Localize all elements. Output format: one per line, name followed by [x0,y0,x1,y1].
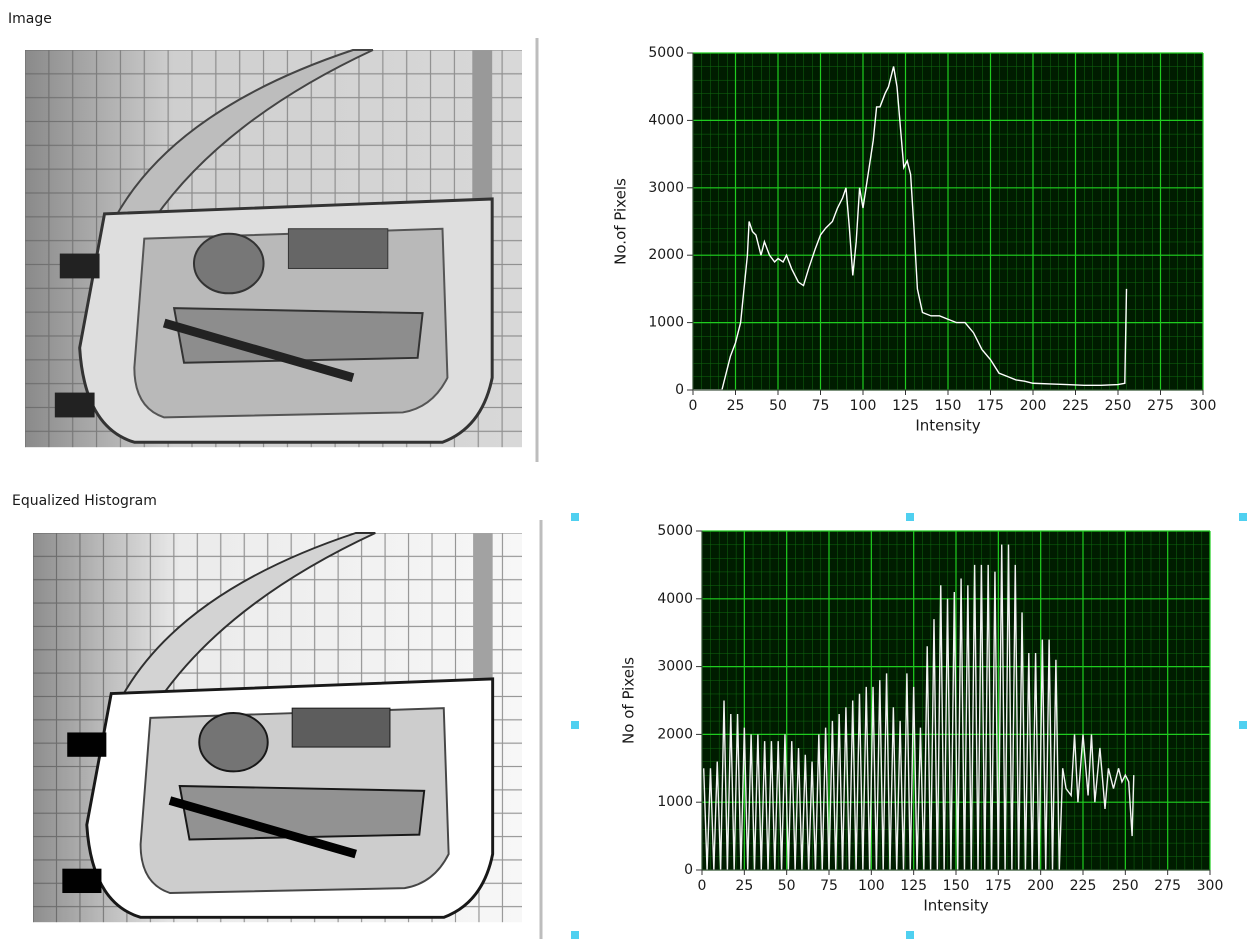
x-tick-label: 175 [977,398,1004,414]
x-tick-label: 0 [689,398,698,414]
histogram-chart: 0 1000 2000 3000 4000 5000 0 25 50 75 100 125 150 175… [612,45,1217,435]
y-tick-label: 1000 [657,794,693,810]
x-tick-label: 175 [985,878,1012,894]
y-tick-label: 5000 [657,523,693,539]
y-tick-label: 2000 [648,247,684,263]
y-axis-label: No.of Pixels [612,178,630,265]
x-tick-label: 100 [850,398,877,414]
x-tick-label: 275 [1147,398,1174,414]
panel-label: Equalized Histogram [12,493,157,509]
x-tick-label: 75 [820,878,838,894]
y-tick-label: 0 [675,382,684,398]
y-tick-label: 3000 [648,180,684,196]
equalized-image-display [33,520,541,939]
y-tick-label: 4000 [648,112,684,128]
y-tick-label: 3000 [657,659,693,675]
x-tick-label: 25 [727,398,745,414]
y-tick-label: 4000 [657,591,693,607]
screen: Image Equalized Histogram 01000200030004… [0,0,1247,939]
x-tick-label: 0 [698,878,707,894]
x-tick-label: 150 [935,398,962,414]
x-tick-label: 300 [1197,878,1224,894]
x-tick-label: 25 [735,878,753,894]
x-tick-label: 150 [943,878,970,894]
x-tick-label: 50 [769,398,787,414]
x-tick-label: 275 [1154,878,1181,894]
x-tick-label: 200 [1020,398,1047,414]
x-tick-label: 125 [892,398,919,414]
y-tick-label: 0 [684,862,693,878]
histogram-chart: 0 1000 2000 3000 4000 5000 0 25 50 75 100 125 150 175… [620,523,1224,915]
panel-label: Image [8,11,52,27]
image-display [25,38,537,462]
y-tick-label: 5000 [648,45,684,61]
x-tick-label: 300 [1190,398,1217,414]
x-tick-label: 225 [1062,398,1089,414]
x-tick-label: 125 [900,878,927,894]
y-axis-label: No of Pixels [620,657,638,744]
x-tick-label: 200 [1027,878,1054,894]
y-tick-label: 1000 [648,315,684,331]
x-tick-label: 50 [778,878,796,894]
x-axis-label: Intensity [915,417,980,435]
x-tick-label: 100 [858,878,885,894]
x-axis-label: Intensity [923,897,988,915]
y-tick-label: 2000 [657,726,693,742]
x-tick-label: 250 [1105,398,1132,414]
x-tick-label: 250 [1112,878,1139,894]
x-tick-label: 225 [1070,878,1097,894]
x-tick-label: 75 [812,398,830,414]
